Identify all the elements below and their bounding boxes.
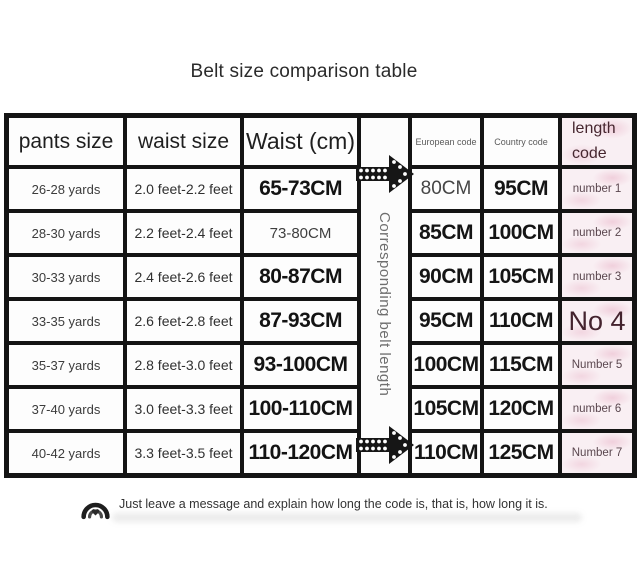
- right-arrow-icon: [355, 155, 414, 193]
- length-code-line1: length: [572, 119, 616, 137]
- waist-cm-cell: 73-80CM: [244, 213, 357, 253]
- length-code-cell: number 6: [562, 389, 632, 429]
- european-code-cell: 110CM: [412, 433, 480, 473]
- european-code-cell: 95CM: [412, 301, 480, 341]
- length-code-cell: number 1: [562, 169, 632, 209]
- waist-size-cell: 2.2 feet-2.4 feet: [127, 213, 240, 253]
- waist-cm-cell: 80-87CM: [244, 257, 357, 297]
- waist-size-cell: 2.0 feet-2.2 feet: [127, 169, 240, 209]
- country-code-cell: 95CM: [484, 169, 558, 209]
- waist-cm-cell: 87-93CM: [244, 301, 357, 341]
- length-code-cell: number 2: [562, 213, 632, 253]
- waist-cm-cell: 100-110CM: [244, 389, 357, 429]
- waist-cm-cell: 65-73CM: [244, 169, 357, 209]
- length-code-cell: number 3: [562, 257, 632, 297]
- european-code-cell: 90CM: [412, 257, 480, 297]
- country-code-cell: 105CM: [484, 257, 558, 297]
- length-code-cell: Number 7: [562, 433, 632, 473]
- page-title: Belt size comparison table: [190, 61, 418, 82]
- pants-size-cell: 37-40 yards: [9, 389, 123, 429]
- header-waist-cm: Waist (cm): [244, 118, 357, 165]
- header-european-code: European code: [412, 118, 480, 165]
- pants-size-cell: 28-30 yards: [9, 213, 123, 253]
- pants-size-cell: 35-37 yards: [9, 345, 123, 385]
- pants-size-cell: 26-28 yards: [9, 169, 123, 209]
- waist-size-cell: 2.8 feet-3.0 feet: [127, 345, 240, 385]
- waist-cm-cell: 93-100CM: [244, 345, 357, 385]
- country-code-cell: 125CM: [484, 433, 558, 473]
- waist-size-cell: 3.0 feet-3.3 feet: [127, 389, 240, 429]
- european-code-cell: 105CM: [412, 389, 480, 429]
- belt-size-table: pants size waist size Waist (cm) Corresp…: [4, 113, 637, 478]
- european-code-cell: 100CM: [412, 345, 480, 385]
- european-code-cell: 85CM: [412, 213, 480, 253]
- country-code-cell: 100CM: [484, 213, 558, 253]
- waist-size-cell: 3.3 feet-3.5 feet: [127, 433, 240, 473]
- country-code-cell: 115CM: [484, 345, 558, 385]
- length-code-cell: No 4: [562, 301, 632, 341]
- waist-size-cell: 2.4 feet-2.6 feet: [127, 257, 240, 297]
- waist-cm-cell: 110-120CM: [244, 433, 357, 473]
- pants-size-cell: 30-33 yards: [9, 257, 123, 297]
- header-pants-size: pants size: [9, 118, 123, 165]
- footer-note: Just leave a message and explain how lon…: [119, 497, 548, 511]
- waist-size-cell: 2.6 feet-2.8 feet: [127, 301, 240, 341]
- european-code-cell: 80CM: [412, 169, 480, 209]
- header-waist-size: waist size: [127, 118, 240, 165]
- length-code-cell: Number 5: [562, 345, 632, 385]
- corresponding-belt-length-column: Corresponding belt length: [355, 118, 414, 473]
- length-code-line2: code: [572, 144, 607, 162]
- country-code-cell: 110CM: [484, 301, 558, 341]
- right-arrow-icon: [355, 426, 414, 464]
- country-code-cell: 120CM: [484, 389, 558, 429]
- scan-smudge: [112, 513, 582, 522]
- header-length-code: length code: [562, 118, 632, 165]
- rainbow-heart-icon: [81, 502, 110, 520]
- pants-size-cell: 33-35 yards: [9, 301, 123, 341]
- header-country-code: Country code: [484, 118, 558, 165]
- corresponding-belt-length-label: Corresponding belt length: [376, 212, 393, 397]
- pants-size-cell: 40-42 yards: [9, 433, 123, 473]
